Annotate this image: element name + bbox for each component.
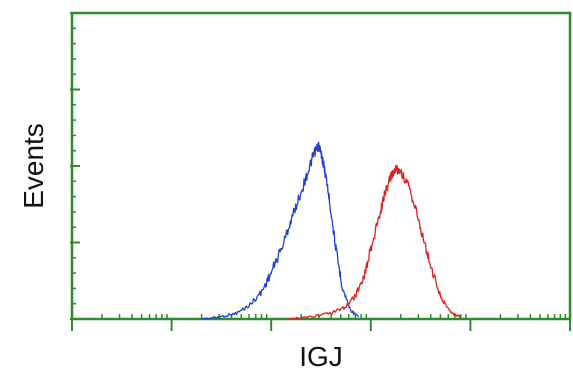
y-axis-ticks (70, 12, 80, 320)
y-axis-label: Events (18, 123, 49, 209)
series-line-2 (288, 164, 462, 320)
x-axis-ticks (71, 314, 571, 331)
series-line-1 (201, 141, 360, 320)
series-layer (201, 141, 462, 320)
plot-frame (70, 11, 572, 321)
x-axis-label: IGJ (299, 341, 343, 372)
